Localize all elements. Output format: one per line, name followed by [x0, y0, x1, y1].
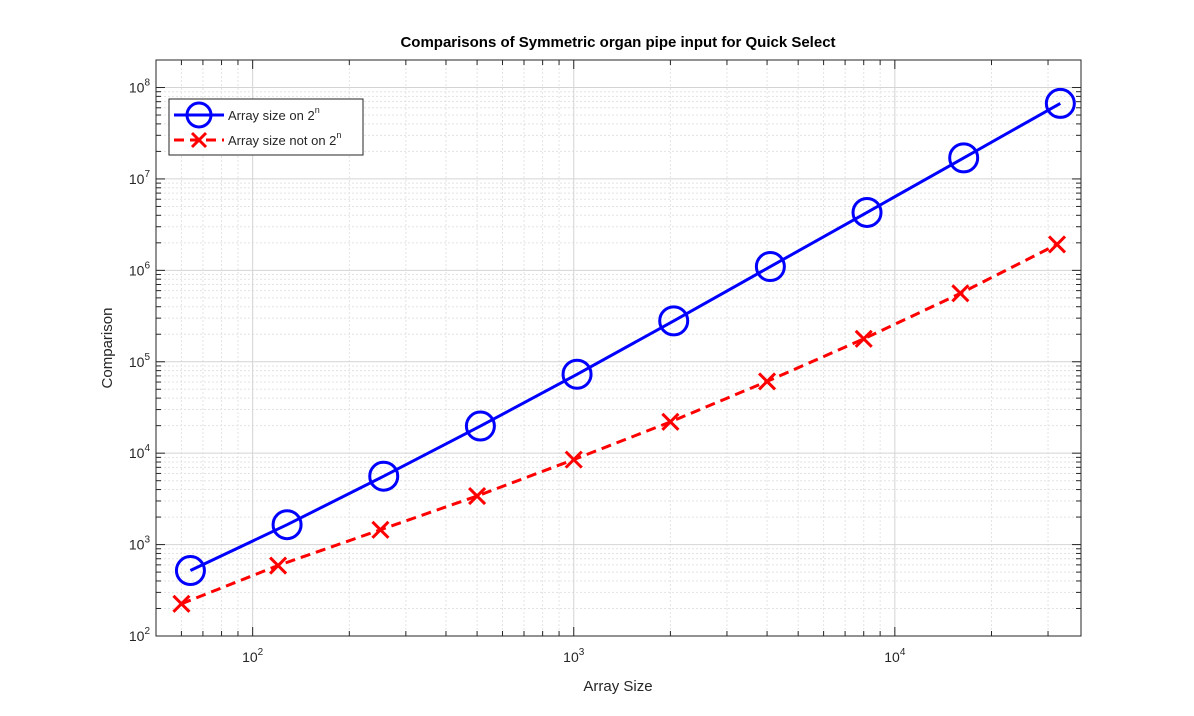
plot-area: [156, 60, 1081, 636]
y-tick-label-base: 10: [129, 445, 145, 461]
series-layer: [172, 87, 1076, 613]
x-tick-label-base: 10: [884, 649, 900, 665]
series-2-point: [854, 329, 873, 348]
y-tick-label-base: 10: [129, 537, 145, 553]
y-tick-label: 106: [129, 260, 151, 278]
x-tick-label-exp: 3: [579, 647, 585, 658]
x-marker-stroke: [564, 450, 583, 469]
legend-label-series-2-sup: n: [336, 130, 341, 140]
series-2-point: [172, 594, 191, 613]
series-1-point: [658, 305, 690, 337]
x-tick-label: 104: [884, 647, 906, 665]
y-tick-label-exp: 3: [144, 535, 150, 546]
series-2-line: [180, 243, 1058, 606]
minor-grid: [156, 60, 1081, 636]
series-2-point: [1047, 235, 1067, 254]
legend-label-series-2: Array size not on 2n: [228, 130, 341, 148]
legend-marker-circle: [185, 101, 213, 129]
y-tick-label-base: 10: [129, 628, 145, 644]
series-1-point: [464, 410, 496, 442]
series-1-line: [189, 102, 1062, 572]
series-1-point: [174, 555, 206, 587]
axis-ticks: [156, 60, 1081, 637]
legend-label-series-1-sup: n: [315, 105, 320, 115]
x-tick-label: 102: [242, 647, 264, 665]
y-tick-label-base: 10: [129, 171, 145, 187]
series-1-point: [561, 358, 593, 390]
x-axis-label: Array Size: [583, 678, 652, 695]
x-marker-stroke: [1047, 235, 1067, 254]
series-2: [172, 235, 1067, 613]
series-2-point: [661, 412, 680, 431]
y-tick-label: 102: [129, 626, 151, 644]
x-marker-stroke: [661, 412, 680, 431]
y-tick-label-exp: 8: [144, 78, 150, 89]
y-tick-label-base: 10: [129, 354, 145, 370]
y-axis-label: Comparison: [99, 308, 116, 389]
y-tick-label: 103: [129, 535, 151, 553]
chart-title: Comparisons of Symmetric organ pipe inpu…: [400, 34, 835, 51]
y-tick-label-exp: 7: [144, 169, 150, 180]
x-marker-stroke: [269, 556, 288, 575]
legend-marker-x: [190, 131, 208, 149]
series-2-point: [758, 372, 777, 391]
x-tick-label: 103: [563, 647, 585, 665]
series-2-point: [951, 284, 970, 303]
x-marker-stroke: [854, 329, 873, 348]
series-2-point: [468, 486, 487, 506]
series-1-point: [948, 142, 980, 174]
series-2-point: [371, 520, 390, 539]
legend-label-series-1-text: Array size on 2: [228, 108, 315, 123]
series-1-point: [754, 251, 786, 283]
y-tick-label: 107: [129, 169, 151, 187]
x-marker-stroke: [371, 520, 390, 539]
x-tick-label-base: 10: [242, 649, 258, 665]
legend-label-series-1: Array size on 2n: [228, 105, 320, 123]
y-tick-label-exp: 6: [144, 260, 150, 271]
series-2-point: [564, 450, 583, 469]
y-tick-label-exp: 5: [144, 352, 150, 363]
legend-label-series-2-text: Array size not on 2: [228, 133, 336, 148]
legend: Array size on 2n Array size not on 2n: [168, 98, 364, 156]
series-1-point: [368, 460, 400, 492]
series-1-point: [1044, 87, 1076, 119]
y-tick-label: 104: [129, 443, 151, 461]
y-tick-label-exp: 4: [144, 443, 150, 454]
y-tick-label: 108: [129, 78, 151, 96]
series-2-point: [269, 556, 288, 575]
series-1: [174, 87, 1076, 587]
x-tick-label-exp: 2: [258, 647, 264, 658]
x-marker-stroke: [758, 372, 777, 391]
y-tick-label-exp: 2: [144, 626, 150, 637]
x-marker-stroke: [172, 594, 191, 613]
y-tick-label-base: 10: [129, 80, 145, 96]
x-marker-stroke: [951, 284, 970, 303]
plot-frame: [155, 59, 1082, 637]
series-1-point: [851, 196, 883, 228]
y-tick-label: 105: [129, 352, 151, 370]
x-tick-label-base: 10: [563, 649, 579, 665]
y-tick-label-base: 10: [129, 262, 145, 278]
x-marker-stroke: [468, 486, 487, 506]
x-tick-label-exp: 4: [900, 647, 906, 658]
series-1-point: [271, 509, 303, 541]
